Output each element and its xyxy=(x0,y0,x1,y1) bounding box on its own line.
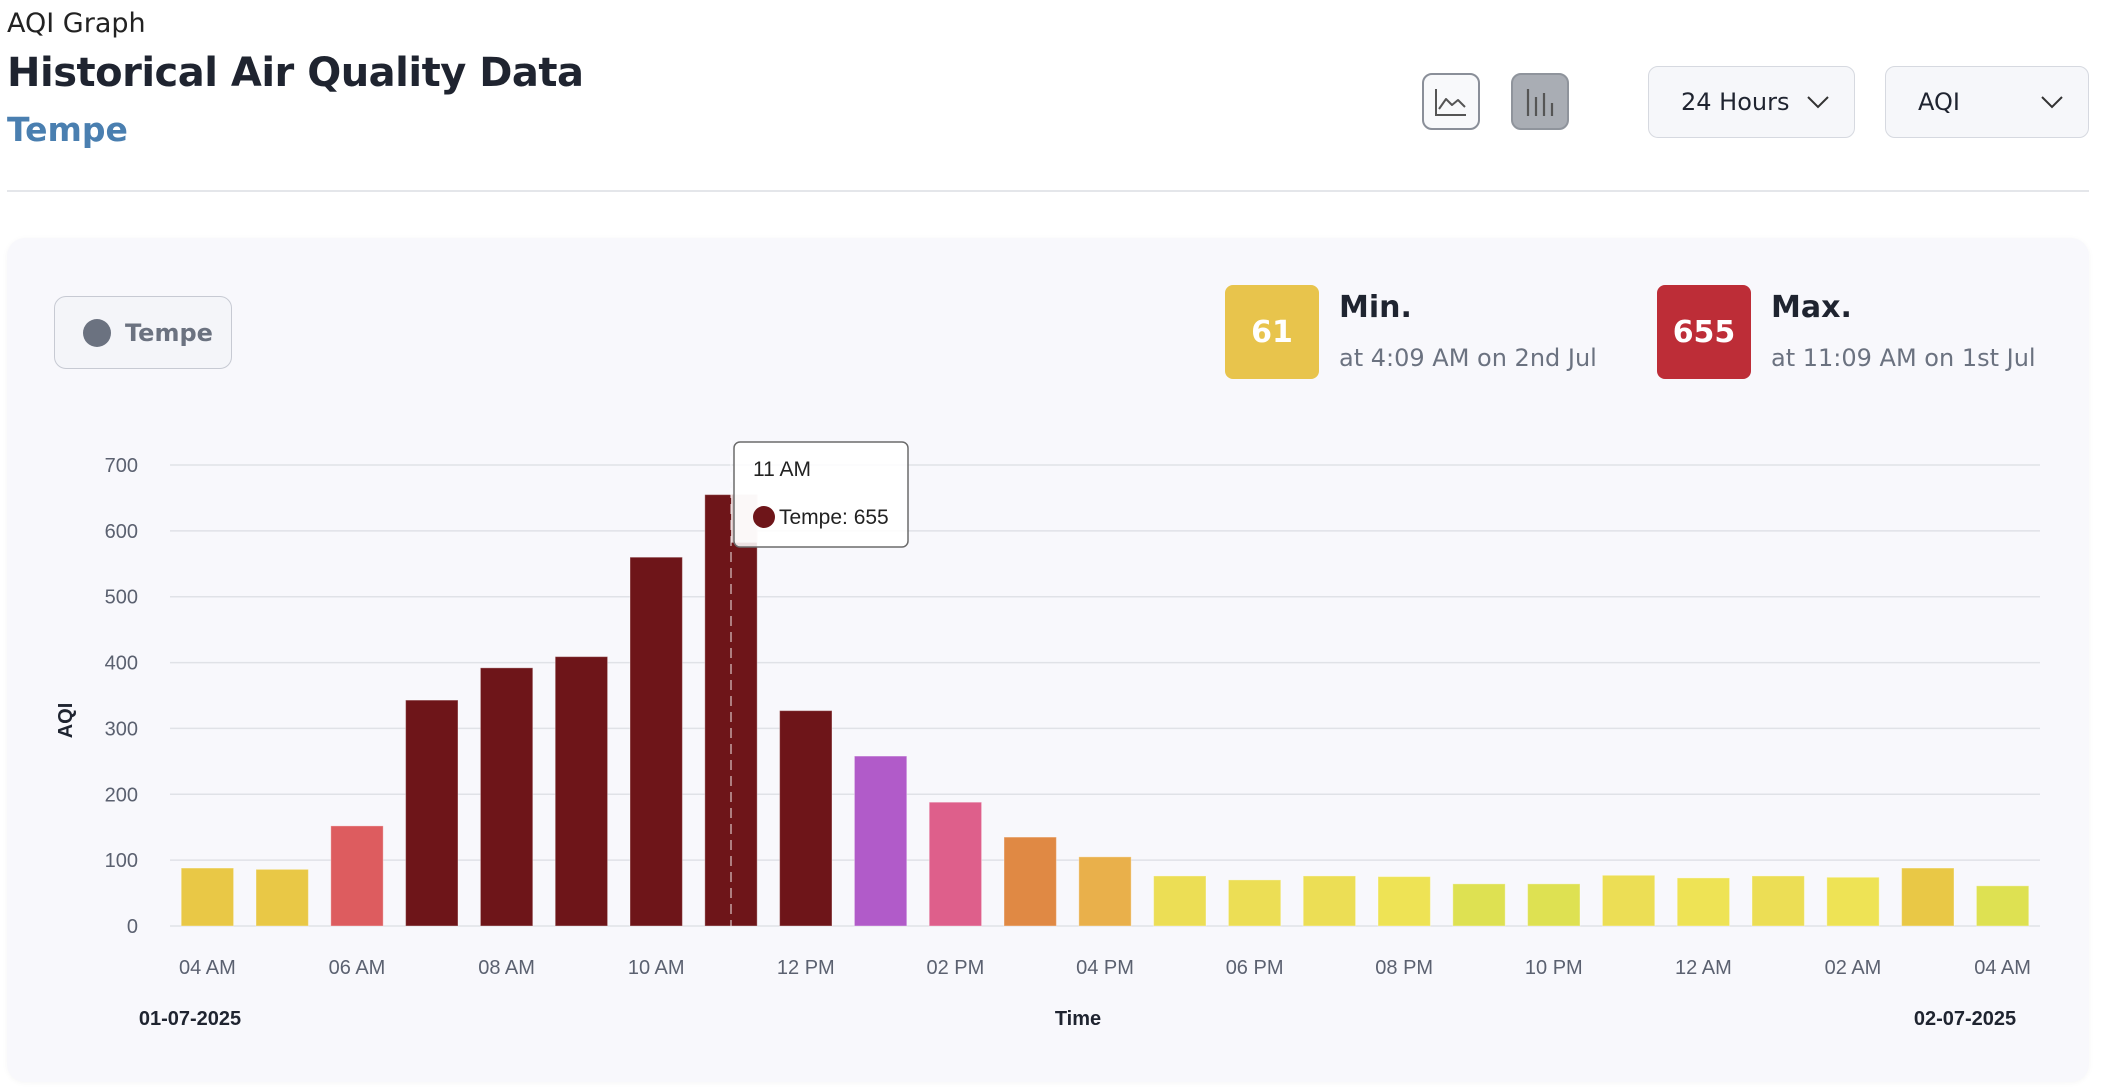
metric-value: AQI xyxy=(1918,88,1960,116)
tooltip-time: 11 AM xyxy=(753,458,811,481)
bar xyxy=(180,867,235,927)
max-value-badge: 655 xyxy=(1657,285,1751,379)
y-tick-label: 0 xyxy=(127,916,138,938)
header-divider xyxy=(7,190,2089,192)
chevron-down-icon xyxy=(2041,96,2063,109)
bar xyxy=(255,868,309,927)
bar xyxy=(853,755,908,927)
bar xyxy=(479,667,534,927)
bar xyxy=(928,801,983,927)
bar xyxy=(330,825,384,927)
x-tick-label: 10 AM xyxy=(628,957,685,979)
x-axis-title: Time xyxy=(1055,1008,1101,1030)
y-tick-label: 700 xyxy=(105,455,138,477)
legend-label: Tempe xyxy=(125,318,213,347)
line-chart-button[interactable] xyxy=(1422,73,1480,130)
line-chart-icon xyxy=(1435,88,1466,116)
bar xyxy=(1452,883,1506,927)
bar xyxy=(1153,875,1207,927)
bar xyxy=(1676,877,1731,927)
bar xyxy=(1975,885,2030,927)
bar xyxy=(1377,876,1431,927)
y-tick-label: 300 xyxy=(105,718,138,740)
bar xyxy=(1826,876,1880,927)
bar xyxy=(704,494,758,927)
bar xyxy=(1003,836,1057,927)
x-tick-label: 02 AM xyxy=(1825,957,1882,979)
bar xyxy=(405,699,459,927)
y-tick-label: 200 xyxy=(105,784,138,806)
time-range-value: 24 Hours xyxy=(1681,88,1790,116)
chevron-down-icon xyxy=(1807,96,1829,109)
y-tick-label: 400 xyxy=(105,653,138,675)
bar xyxy=(629,556,683,927)
tooltip-box xyxy=(733,441,909,548)
bar xyxy=(1601,874,1656,927)
x-tick-label: 08 AM xyxy=(478,957,535,979)
x-tick-label: 10 PM xyxy=(1525,957,1583,979)
min-subtitle: at 4:09 AM on 2nd Jul xyxy=(1339,344,1597,372)
tooltip-value: Tempe: 655 xyxy=(779,506,889,529)
location-name: Tempe xyxy=(7,110,128,149)
y-tick-label: 500 xyxy=(105,587,138,609)
y-tick-label: 100 xyxy=(105,850,138,872)
x-tick-label: 04 AM xyxy=(179,957,236,979)
y-tick-label: 600 xyxy=(105,521,138,543)
page-title: Historical Air Quality Data xyxy=(7,50,584,96)
bar xyxy=(1901,867,1955,927)
metric-select[interactable]: AQI xyxy=(1885,66,2089,138)
bar xyxy=(779,710,833,927)
legend-dot xyxy=(83,318,111,347)
y-axis-title: AQI xyxy=(55,703,77,739)
bar xyxy=(1302,875,1357,927)
x-tick-label: 08 PM xyxy=(1375,957,1433,979)
bar xyxy=(1527,883,1581,927)
page-kicker: AQI Graph xyxy=(7,8,146,39)
bar xyxy=(554,656,609,927)
tooltip-dot xyxy=(753,506,775,528)
legend-toggle-tempe[interactable]: Tempe xyxy=(54,296,232,369)
x-tick-label: 12 AM xyxy=(1675,957,1732,979)
bar-chart-icon xyxy=(1526,88,1554,116)
x-tick-label: 06 PM xyxy=(1226,957,1284,979)
max-title: Max. xyxy=(1771,290,1852,325)
x-tick-label: 06 AM xyxy=(329,957,386,979)
bar xyxy=(1078,856,1132,927)
min-title: Min. xyxy=(1339,290,1412,325)
x-end-date: 02-07-2025 xyxy=(1914,1008,2016,1030)
x-tick-label: 12 PM xyxy=(777,957,835,979)
x-tick-label: 02 PM xyxy=(926,957,984,979)
max-subtitle: at 11:09 AM on 1st Jul xyxy=(1771,344,2036,372)
x-tick-label: 04 PM xyxy=(1076,957,1134,979)
bar-chart-button[interactable] xyxy=(1511,73,1569,130)
min-value-badge: 61 xyxy=(1225,285,1319,379)
x-start-date: 01-07-2025 xyxy=(139,1008,241,1030)
bar xyxy=(1227,879,1282,927)
x-tick-label: 04 AM xyxy=(1974,957,2031,979)
time-range-select[interactable]: 24 Hours xyxy=(1648,66,1855,138)
bar xyxy=(1751,875,1805,927)
